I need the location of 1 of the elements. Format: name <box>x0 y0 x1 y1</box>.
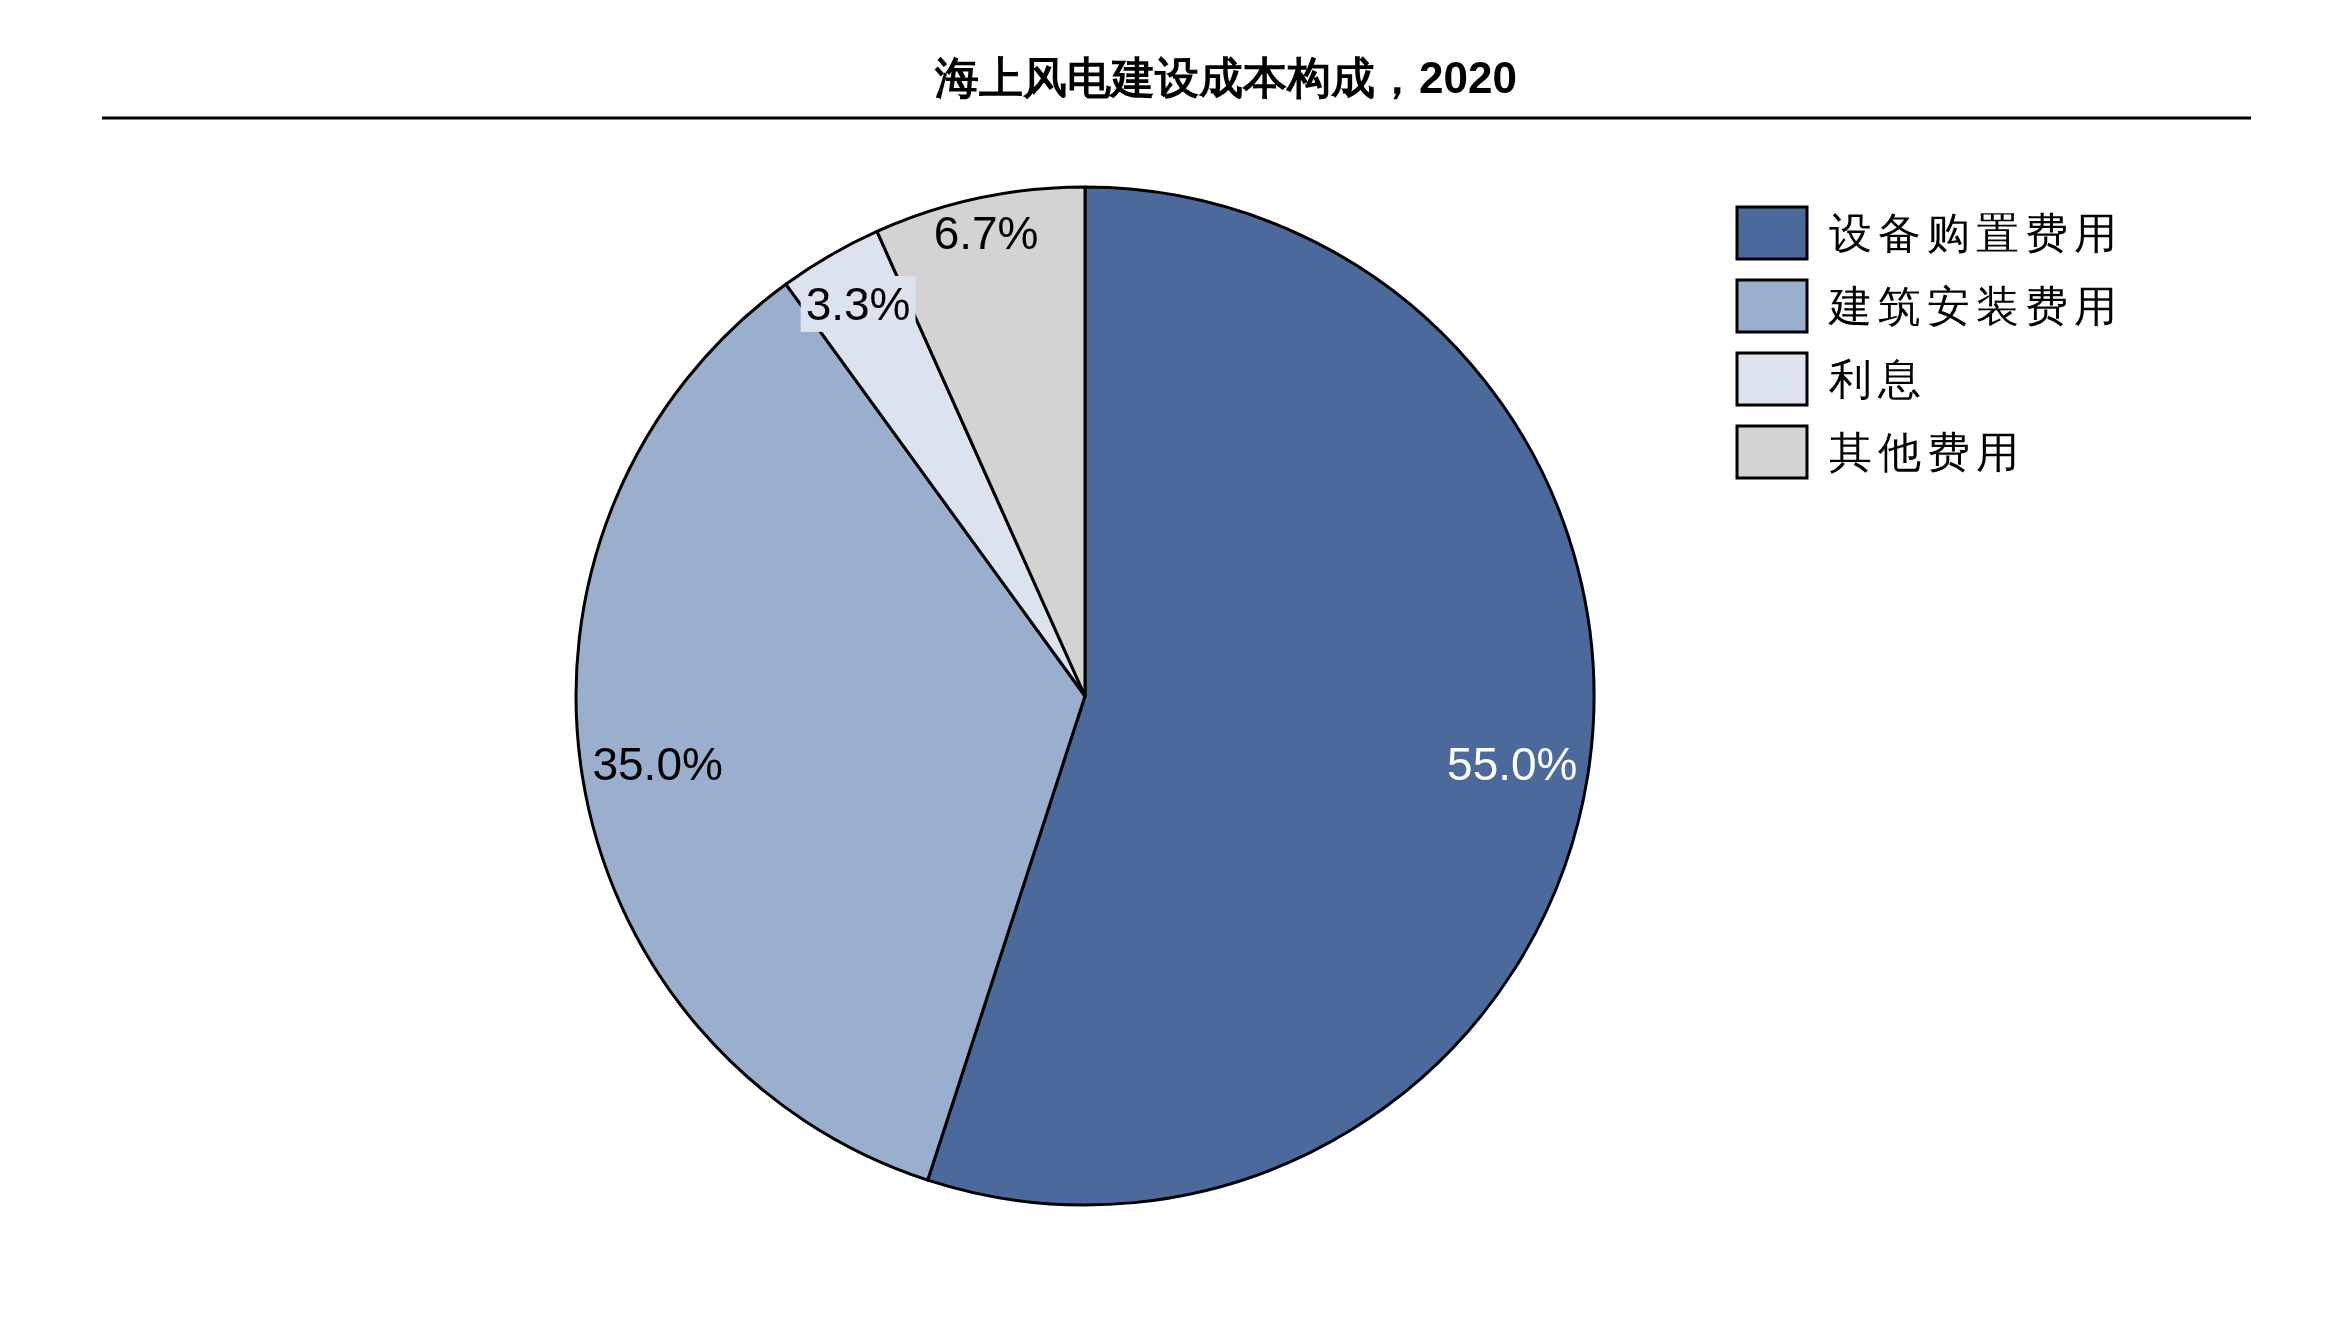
title: 海上风电建设成本构成，2020 <box>935 53 1517 103</box>
